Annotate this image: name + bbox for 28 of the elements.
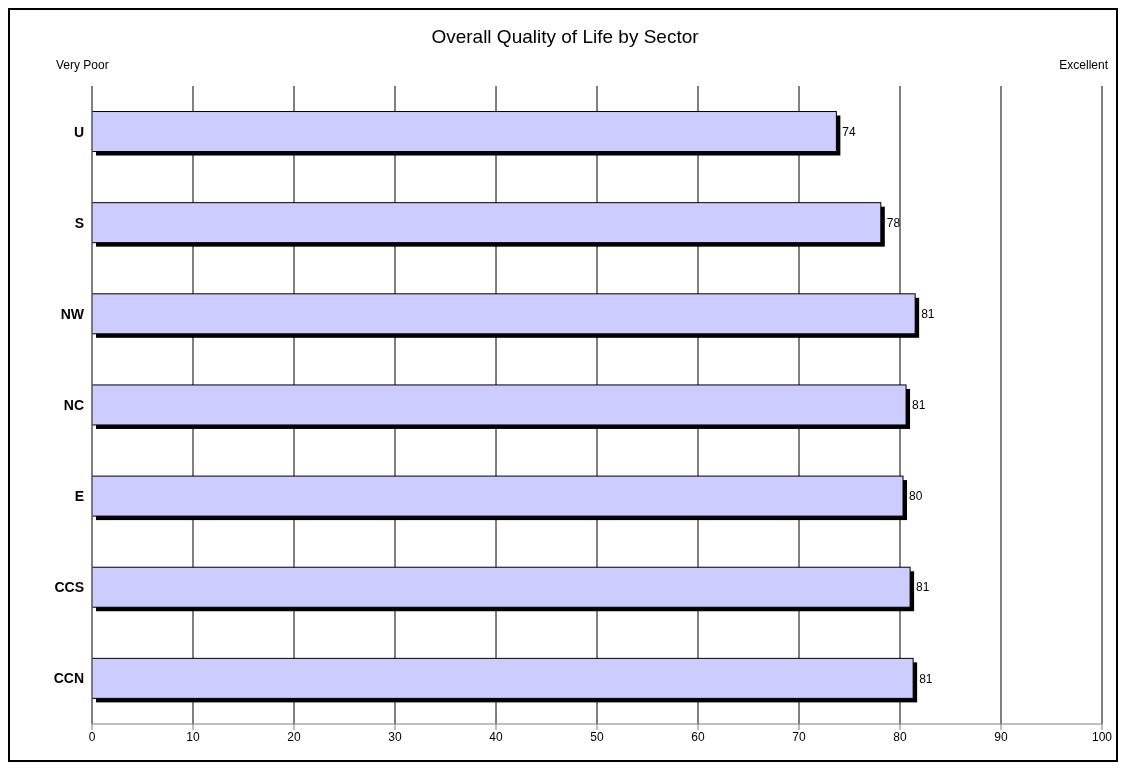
y-tick-label: NW [60, 305, 85, 322]
chart-title: Overall Quality of Life by Sector [430, 26, 700, 48]
x-tick-label: 100 [1091, 729, 1113, 744]
x-tick-label: 70 [792, 729, 806, 744]
data-label: 74 [842, 124, 857, 139]
y-tick-label: CCN [53, 670, 84, 687]
x-tick-label: 60 [691, 729, 705, 744]
x-tick-label: 50 [590, 729, 604, 744]
y-tick-label: S [74, 214, 84, 231]
x-tick-label: 30 [388, 729, 402, 744]
x-tick-label: 10 [186, 729, 200, 744]
data-label: 80 [909, 489, 923, 504]
y-tick-label: CCS [54, 579, 84, 596]
data-label: 81 [912, 398, 926, 413]
text: Excellent [1059, 58, 1108, 72]
y-tick-label: E [74, 488, 84, 505]
y-tick-label: NC [63, 396, 84, 413]
data-label: 81 [916, 580, 930, 595]
x-tick-label: 40 [489, 729, 503, 744]
data-label: 81 [921, 307, 935, 322]
data-label: 81 [919, 671, 933, 686]
x-tick-label: 20 [287, 729, 301, 744]
x-tick-label: 0 [88, 729, 96, 744]
x-tick-label: 90 [994, 729, 1008, 744]
y-tick-label: U [73, 123, 84, 140]
text: Very Poor [56, 58, 109, 72]
data-label: 78 [886, 215, 901, 230]
x-tick-label: 80 [893, 729, 907, 744]
